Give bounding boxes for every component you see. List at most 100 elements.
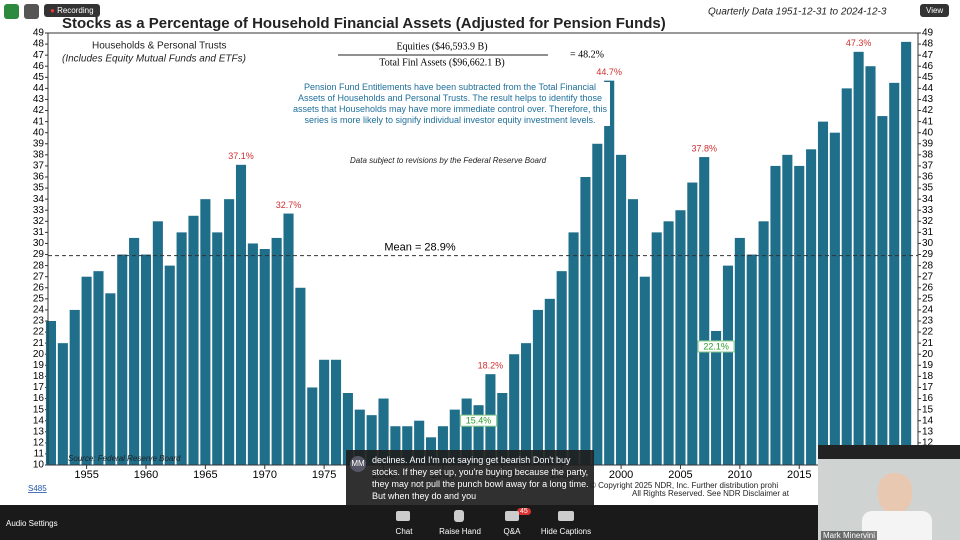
description-box: Pension Fund Entitlements have been subt… bbox=[290, 82, 610, 126]
recording-indicator[interactable]: ● Recording bbox=[44, 4, 100, 17]
chart: 1010111112121313141415151616171718181919… bbox=[28, 6, 934, 499]
bar bbox=[81, 276, 92, 465]
bar bbox=[259, 249, 270, 465]
bar bbox=[437, 426, 448, 465]
bar bbox=[627, 199, 638, 465]
bar bbox=[877, 116, 888, 466]
annotation: 22.1% bbox=[703, 341, 729, 351]
y-tick-label: 29 bbox=[33, 249, 45, 260]
y2-tick-label: 14 bbox=[922, 415, 934, 426]
description: Pension Fund Entitlements have been subt… bbox=[290, 82, 610, 126]
numerator: Equities ($46,593.9 B) bbox=[396, 41, 487, 52]
chart-title: Stocks as a Percentage of Household Fina… bbox=[62, 15, 666, 32]
security-icon[interactable] bbox=[4, 4, 19, 19]
y2-tick-label: 38 bbox=[922, 149, 934, 160]
caption-box: MM declines. And I'm not saying get bear… bbox=[346, 450, 594, 505]
bar bbox=[604, 80, 615, 465]
x-tick-label: 1975 bbox=[312, 469, 336, 481]
y-tick-label: 30 bbox=[33, 238, 45, 249]
y2-tick-label: 23 bbox=[922, 316, 934, 327]
y-tick-label: 18 bbox=[33, 371, 45, 382]
y-tick-label: 24 bbox=[33, 305, 45, 316]
y-tick-label: 39 bbox=[33, 138, 45, 149]
y-tick-label: 42 bbox=[33, 105, 45, 116]
bar bbox=[746, 254, 757, 465]
bar bbox=[354, 409, 365, 465]
y2-tick-label: 48 bbox=[922, 39, 934, 50]
source: Source: Federal Reserve Board bbox=[68, 454, 181, 463]
chat-icon bbox=[396, 511, 410, 521]
annotation-box bbox=[460, 414, 498, 427]
y2-tick-label: 32 bbox=[922, 216, 934, 227]
bar bbox=[616, 154, 627, 465]
bar bbox=[330, 359, 342, 465]
bar bbox=[366, 415, 377, 465]
y-tick-label: 33 bbox=[33, 205, 45, 216]
y-tick-label: 25 bbox=[33, 293, 45, 304]
apps-icon[interactable] bbox=[24, 4, 39, 19]
bar bbox=[69, 309, 80, 465]
y-tick-label: 22 bbox=[33, 327, 45, 338]
qa-button[interactable]: Q&A bbox=[503, 527, 521, 536]
y-tick-label: 11 bbox=[34, 449, 45, 460]
y2-tick-label: 24 bbox=[922, 305, 934, 316]
toolbar: Audio Settings Chat Raise Hand Q&A 45 Hi… bbox=[0, 505, 960, 540]
y-tick-label: 20 bbox=[33, 349, 45, 360]
x-tick-label: 1970 bbox=[253, 469, 277, 481]
y2-tick-label: 35 bbox=[922, 183, 934, 194]
y-tick-label: 47 bbox=[33, 50, 45, 61]
recording-text: Recording bbox=[57, 6, 94, 15]
x-tick-label: 2000 bbox=[609, 469, 633, 481]
bar bbox=[212, 232, 223, 465]
bar bbox=[152, 221, 163, 465]
y2-tick-label: 45 bbox=[922, 72, 934, 83]
bar bbox=[283, 213, 294, 465]
y2-tick-label: 33 bbox=[922, 205, 934, 216]
bar bbox=[782, 154, 793, 465]
y-tick-label: 34 bbox=[33, 194, 45, 205]
y-tick-label: 46 bbox=[33, 61, 45, 72]
revision-note: Data subject to revisions by the Federal… bbox=[350, 156, 547, 165]
bar bbox=[841, 88, 852, 465]
y-tick-label: 44 bbox=[33, 83, 45, 94]
view-button[interactable]: View bbox=[920, 4, 950, 17]
y2-tick-label: 31 bbox=[922, 227, 934, 238]
bar bbox=[93, 271, 104, 465]
x-tick-label: 2005 bbox=[668, 469, 692, 481]
y-tick-label: 12 bbox=[33, 437, 45, 448]
y2-tick-label: 28 bbox=[922, 260, 934, 271]
chart-id: S485 bbox=[28, 484, 47, 493]
hand-icon bbox=[454, 510, 464, 522]
bar bbox=[461, 398, 472, 465]
annotation: 47.3% bbox=[846, 38, 872, 48]
chat-button[interactable]: Chat bbox=[395, 527, 413, 536]
participant-face bbox=[878, 473, 912, 513]
y-tick-label: 36 bbox=[33, 172, 45, 183]
bar bbox=[105, 293, 116, 465]
bar bbox=[140, 254, 152, 465]
bar bbox=[675, 210, 686, 465]
series-note: (Includes Equity Mutual Funds and ETFs) bbox=[62, 54, 246, 65]
qa-icon bbox=[505, 511, 519, 521]
y-tick-label: 38 bbox=[33, 149, 45, 160]
captions-button[interactable]: Hide Captions bbox=[540, 527, 592, 536]
bar bbox=[722, 265, 734, 465]
raise-hand-button[interactable]: Raise Hand bbox=[439, 527, 481, 536]
copyright: All Rights Reserved. See NDR Disclaimer … bbox=[632, 489, 790, 498]
bar bbox=[639, 276, 650, 465]
y-tick-label: 40 bbox=[33, 127, 45, 138]
y-tick-label: 37 bbox=[33, 161, 45, 172]
bar bbox=[770, 165, 781, 465]
qa-badge: 45 bbox=[517, 508, 531, 515]
y2-tick-label: 16 bbox=[922, 393, 934, 404]
bar bbox=[865, 66, 876, 465]
bar bbox=[829, 132, 840, 465]
bar bbox=[235, 164, 247, 466]
bar bbox=[521, 343, 532, 465]
caption-avatar: MM bbox=[350, 456, 366, 472]
bar bbox=[378, 398, 389, 465]
bar bbox=[45, 321, 57, 465]
audio-settings[interactable]: Audio Settings bbox=[6, 519, 58, 528]
bar bbox=[224, 199, 235, 465]
